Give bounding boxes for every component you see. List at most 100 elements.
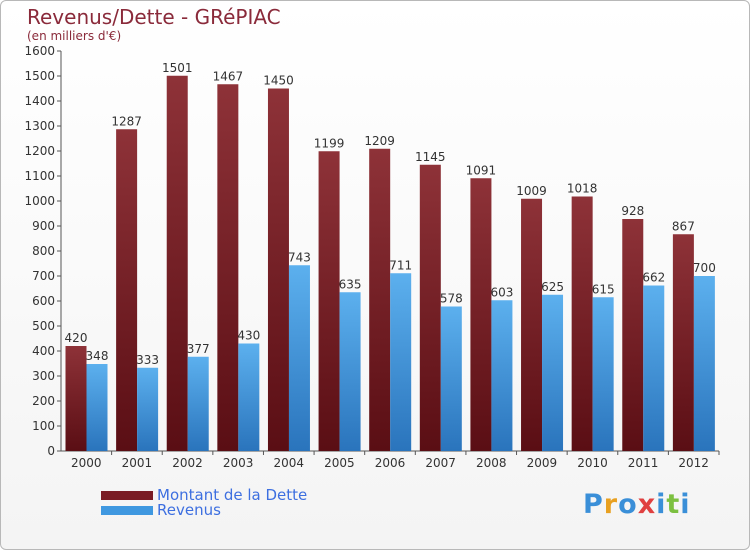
data-label-revenus: 635	[339, 277, 362, 291]
legend-swatch-dette	[101, 491, 153, 500]
y-tick-label: 400	[32, 344, 55, 358]
data-label-dette: 928	[621, 204, 644, 218]
y-tick-label: 800	[32, 244, 55, 258]
data-label-dette: 1287	[111, 114, 142, 128]
bar-dette	[571, 196, 593, 451]
bar-dette	[166, 75, 188, 451]
x-tick-label: 2012	[678, 456, 709, 470]
x-tick-label: 2003	[223, 456, 254, 470]
data-label-dette: 1018	[567, 182, 598, 196]
logo-letter: r	[603, 489, 619, 520]
x-tick-label: 2007	[425, 456, 456, 470]
data-label-dette: 867	[672, 219, 695, 233]
y-tick-label: 1500	[24, 69, 55, 83]
x-tick-label: 2009	[527, 456, 558, 470]
x-tick-label: 2008	[476, 456, 507, 470]
data-labels: 420 348 1287 333 1501 377 1467 430 1450 743 1199 63…	[65, 61, 716, 367]
y-tick-label: 500	[32, 319, 55, 333]
bar-revenus	[693, 276, 715, 451]
data-label-dette: 1209	[364, 134, 395, 148]
proxiti-logo: Proxiti	[583, 489, 691, 520]
legend-label-dette: Montant de la Dette	[157, 486, 308, 504]
bar-dette	[318, 151, 340, 451]
x-tick-label: 2006	[375, 456, 406, 470]
y-tick-label: 1200	[24, 144, 55, 158]
bar-revenus	[86, 364, 108, 451]
data-label-dette: 1501	[162, 61, 193, 75]
data-label-dette: 1091	[466, 163, 497, 177]
data-label-revenus: 743	[288, 250, 311, 264]
y-tick-label: 1000	[24, 194, 55, 208]
logo-letter: i	[656, 489, 667, 520]
y-tick-label: 1300	[24, 119, 55, 133]
bar-revenus	[390, 273, 412, 451]
data-label-dette: 1450	[263, 74, 294, 88]
bar-dette	[65, 346, 87, 451]
bar-dette	[116, 129, 138, 451]
data-label-dette: 420	[65, 331, 88, 345]
legend-label-revenus: Revenus	[157, 501, 221, 519]
bar-revenus	[542, 294, 564, 451]
data-label-revenus: 625	[541, 280, 564, 294]
bar-chart: 0 100 200 300 400 500 600 700 800 900 1000 1100 1200…	[24, 44, 720, 470]
data-label-revenus: 578	[440, 292, 463, 306]
data-label-revenus: 348	[86, 349, 109, 363]
data-label-revenus: 615	[592, 282, 615, 296]
x-tick-label: 2002	[172, 456, 203, 470]
bar-dette	[267, 88, 289, 451]
bar-revenus	[643, 285, 665, 451]
legend-swatch-revenus	[101, 506, 153, 515]
data-label-dette: 1199	[314, 136, 345, 150]
data-label-dette: 1467	[213, 69, 244, 83]
y-tick-label: 1400	[24, 94, 55, 108]
data-label-revenus: 662	[642, 271, 665, 285]
y-tick-label: 300	[32, 369, 55, 383]
logo-letter: t	[666, 489, 681, 520]
logo-letter: i	[680, 489, 691, 520]
logo-letter: o	[618, 489, 638, 520]
logo-letter: x	[637, 489, 657, 520]
y-tick-label: 0	[47, 444, 55, 458]
data-label-dette: 1145	[415, 150, 446, 164]
bar-revenus	[238, 343, 260, 451]
bar-revenus	[592, 297, 614, 451]
bar-dette	[470, 178, 492, 451]
y-tick-label: 200	[32, 394, 55, 408]
x-tick-label: 2010	[577, 456, 608, 470]
bar-dette	[419, 164, 441, 451]
bar-revenus	[137, 367, 159, 451]
chart-title: Revenus/Dette - GRéPIAC	[27, 5, 281, 29]
data-label-revenus: 711	[389, 258, 412, 272]
bar-dette	[217, 84, 239, 451]
y-tick-label: 900	[32, 219, 55, 233]
bar-dette	[622, 219, 644, 451]
bar-revenus	[440, 306, 462, 451]
x-tick-label: 2004	[273, 456, 304, 470]
bar-series	[65, 75, 715, 451]
bar-revenus	[339, 292, 361, 451]
bar-dette	[521, 198, 543, 451]
data-label-revenus: 377	[187, 342, 210, 356]
x-tick-label: 2011	[628, 456, 659, 470]
x-tick-label: 2001	[122, 456, 153, 470]
data-label-revenus: 333	[136, 353, 159, 367]
data-label-dette: 1009	[516, 184, 547, 198]
bar-dette	[672, 234, 694, 451]
y-tick-label: 1600	[24, 44, 55, 58]
y-tick-label: 100	[32, 419, 55, 433]
bar-revenus	[491, 300, 513, 451]
logo-letter: P	[583, 489, 604, 520]
data-label-revenus: 603	[490, 285, 513, 299]
y-tick-label: 1100	[24, 169, 55, 183]
chart-subtitle: (en milliers d'€)	[27, 29, 122, 43]
bar-dette	[369, 148, 391, 451]
y-tick-label: 700	[32, 269, 55, 283]
bar-revenus	[288, 265, 310, 451]
y-tick-label: 600	[32, 294, 55, 308]
chart-axes: 0 100 200 300 400 500 600 700 800 900 1000 1100 1200…	[24, 44, 720, 470]
data-label-revenus: 430	[237, 329, 260, 343]
data-label-revenus: 700	[693, 261, 716, 275]
x-tick-label: 2005	[324, 456, 355, 470]
bar-revenus	[187, 356, 209, 451]
